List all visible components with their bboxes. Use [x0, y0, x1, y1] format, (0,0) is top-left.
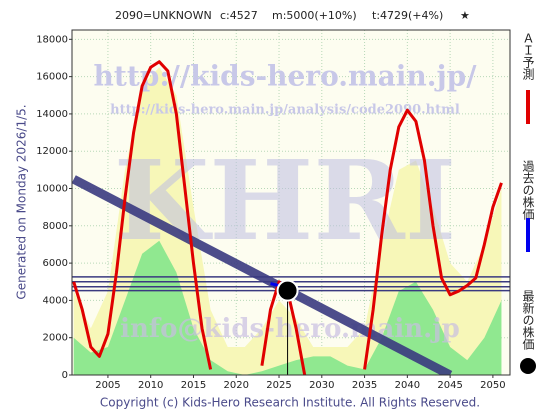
legend-label: ＡＩ予測 [521, 32, 535, 81]
watermark: info@kids-hero.main.jp [120, 314, 460, 344]
latest-point [276, 279, 299, 302]
header-t: t:4729(+4%) [372, 9, 443, 22]
y-tick-label: 12000 [36, 146, 68, 157]
header-m: m:5000(+10%) [272, 9, 357, 22]
watermark: KHRI [114, 136, 456, 265]
footer: Copyright (c) Kids-Hero Research Institu… [100, 396, 480, 410]
x-tick-label: 2050 [480, 380, 505, 391]
x-tick-label: 2045 [437, 380, 462, 391]
y-tick-label: 16000 [36, 72, 68, 83]
plot-layer: http://kids-hero.main.jp/http://kids-her… [72, 30, 510, 375]
x-tick-label: 2015 [181, 380, 206, 391]
watermark: http://kids-hero.main.jp/ [94, 60, 478, 93]
header-close: c:4527 [220, 9, 258, 22]
legend-label: 最新の株価 [521, 290, 535, 350]
x-tick-label: 2005 [95, 380, 120, 391]
header-code: 2090=UNKNOWN [115, 9, 212, 22]
y-tick-label: 18000 [36, 34, 68, 45]
x-tick-label: 2025 [266, 380, 291, 391]
x-tick-label: 2035 [352, 380, 377, 391]
legend-label: 過去の株価 [521, 160, 535, 220]
plot-frame [71, 29, 511, 376]
x-tick-label: 2020 [224, 380, 249, 391]
x-tick-label: 2030 [309, 380, 334, 391]
y-tick-label: 0 [62, 370, 68, 381]
header-star: ★ [460, 9, 470, 22]
watermark: http://kids-hero.main.jp/analysis/code20… [110, 103, 460, 118]
legend-swatch [520, 358, 536, 374]
y-tick-label: 4000 [43, 295, 68, 306]
y-tick-label: 8000 [43, 221, 68, 232]
y-tick-label: 2000 [43, 333, 68, 344]
y-tick-label: 14000 [36, 109, 68, 120]
y-tick-label: 6000 [43, 258, 68, 269]
x-tick-label: 2010 [138, 380, 163, 391]
x-tick-label: 2040 [395, 380, 420, 391]
y-axis-label: Generated on Monday 2026/1/5. [15, 104, 29, 299]
y-tick-label: 10000 [36, 184, 68, 195]
